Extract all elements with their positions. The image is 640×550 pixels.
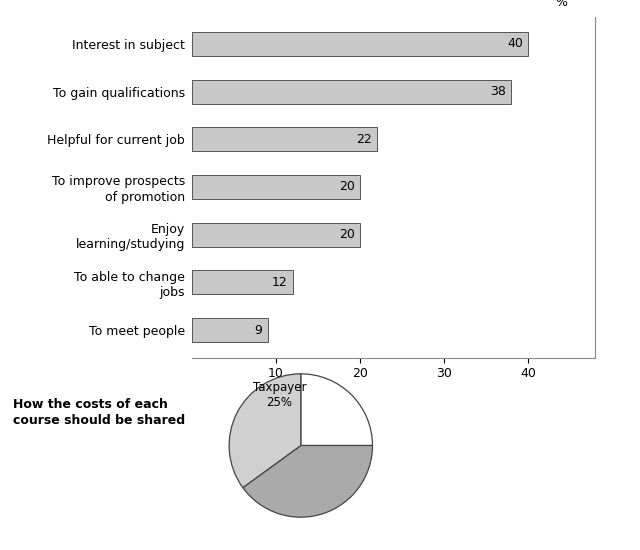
Bar (192, 318, 268, 342)
Bar (192, 175, 360, 199)
Text: 40: 40 (507, 37, 523, 51)
Wedge shape (243, 446, 372, 517)
Text: How the costs of each
course should be shared: How the costs of each course should be s… (13, 399, 185, 426)
Bar (192, 223, 360, 246)
Text: %: % (556, 0, 568, 9)
Text: 20: 20 (339, 180, 355, 194)
Text: 20: 20 (339, 228, 355, 241)
Text: 22: 22 (356, 133, 372, 146)
Wedge shape (301, 374, 372, 446)
Bar (192, 128, 377, 151)
Text: Employer
35%: Employer 35% (0, 549, 1, 550)
Wedge shape (229, 374, 301, 488)
Text: 38: 38 (490, 85, 506, 98)
Text: Individual
40%: Individual 40% (0, 549, 1, 550)
Bar (192, 80, 511, 103)
Text: 9: 9 (255, 323, 262, 337)
Bar (192, 271, 292, 294)
Text: Taxpayer
25%: Taxpayer 25% (253, 381, 306, 409)
Bar (192, 32, 528, 56)
Text: 12: 12 (272, 276, 288, 289)
